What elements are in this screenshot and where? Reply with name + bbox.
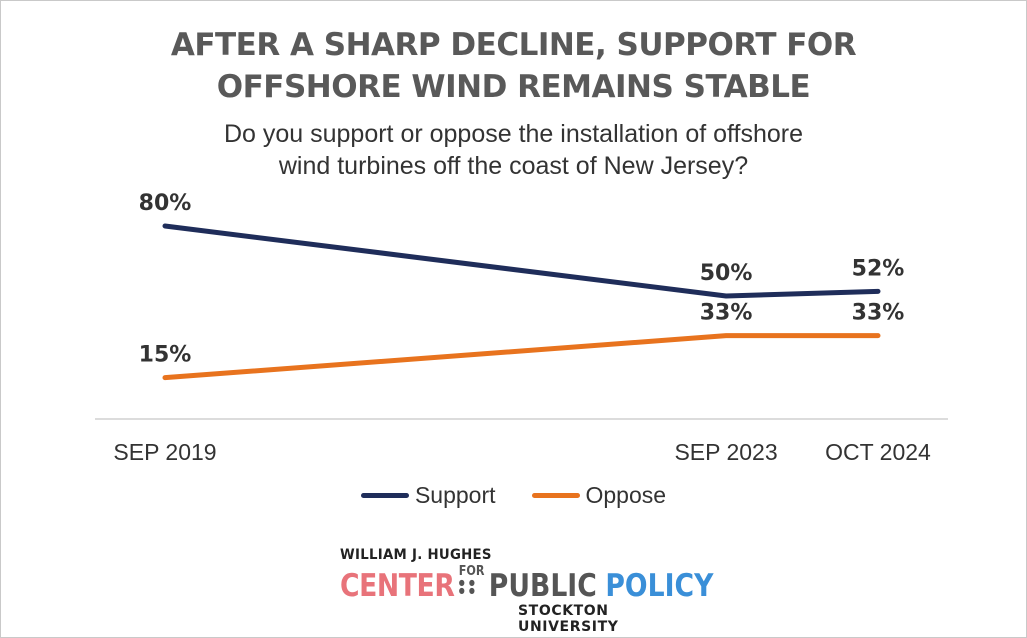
chart-subtitle-line-2: wind turbines off the coast of New Jerse…: [278, 152, 749, 180]
chart-subtitle-line-1: Do you support or oppose the installatio…: [223, 120, 804, 148]
legend-label-support: Support: [414, 482, 496, 508]
logo-university: STOCKTON UNIVERSITY: [518, 603, 619, 635]
logo-policy-word: POLICY: [605, 568, 714, 604]
data-label: 52%: [852, 256, 905, 281]
chart-title: AFTER A SHARP DECLINE, SUPPORT FOR OFFSH…: [0, 24, 1027, 108]
series-line-support: [162, 223, 881, 299]
data-label: 50%: [700, 261, 753, 286]
legend-swatch-support: [360, 493, 409, 498]
chart-subtitle: Do you support or oppose the installatio…: [0, 118, 1027, 182]
logo-wordmark: CENTER FOR ● ● ● ● PUBLIC POLICY: [340, 565, 713, 604]
x-tick-label: OCT 2024: [825, 439, 931, 465]
legend-item-support: Support: [360, 482, 496, 509]
logo-center-word: CENTER: [340, 568, 455, 604]
legend-swatch-oppose: [531, 493, 580, 498]
x-tick-label: SEP 2023: [674, 439, 777, 465]
chart-title-line-2: OFFSHORE WIND REMAINS STABLE: [216, 69, 811, 105]
data-label: 15%: [139, 343, 192, 368]
logo-line-1: WILLIAM J. HUGHES: [340, 547, 492, 563]
x-tick-label: SEP 2019: [113, 439, 216, 465]
series-line-oppose: [162, 333, 881, 381]
chart-title-line-1: AFTER A SHARP DECLINE, SUPPORT FOR: [170, 27, 857, 63]
legend-item-oppose: Oppose: [531, 482, 667, 509]
data-label: 33%: [852, 301, 905, 326]
logo-public-word: PUBLIC: [488, 568, 597, 604]
data-label: 80%: [139, 191, 192, 216]
legend: Support Oppose: [0, 482, 1027, 509]
logo-dots: ● ● ● ●: [458, 578, 476, 595]
center-logo: WILLIAM J. HUGHES CENTER FOR ● ● ● ● PUB…: [340, 547, 713, 635]
logo-for-block: FOR ● ● ● ●: [459, 565, 485, 595]
data-label: 33%: [700, 301, 753, 326]
logo-for-word: FOR: [458, 564, 485, 579]
legend-label-oppose: Oppose: [585, 482, 667, 508]
